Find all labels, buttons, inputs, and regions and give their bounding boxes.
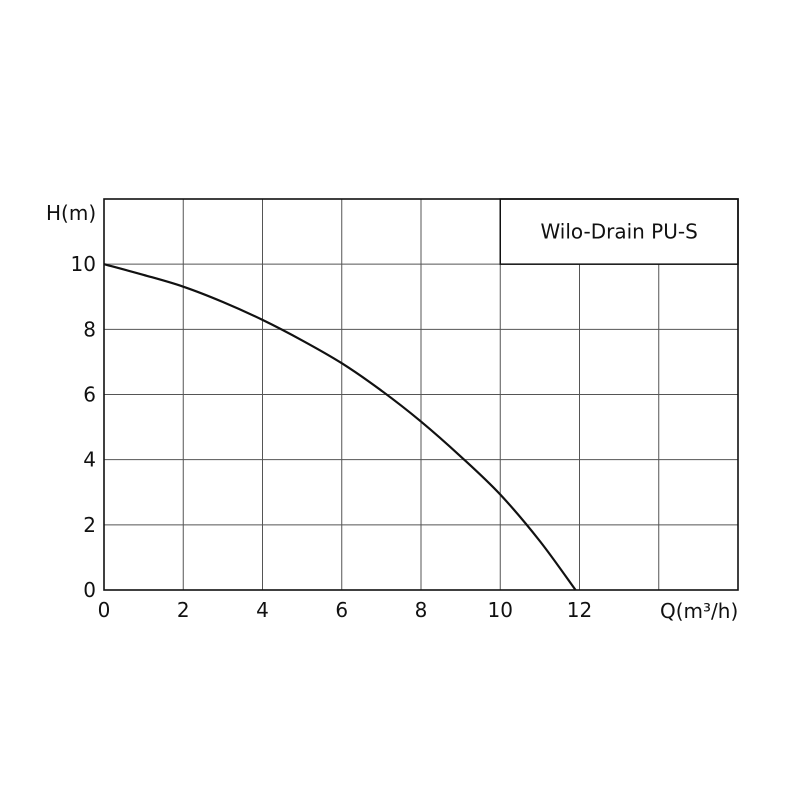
title-box: Wilo-Drain PU-S: [499, 198, 739, 265]
chart-title: Wilo-Drain PU-S: [540, 220, 697, 244]
x-tick-label: 10: [488, 598, 513, 622]
y-tick-label: 8: [83, 317, 96, 341]
x-tick-label: 6: [335, 598, 348, 622]
y-tick-label: 10: [71, 252, 96, 276]
y-tick-label: 6: [83, 383, 96, 407]
x-tick-label: 0: [98, 598, 111, 622]
x-tick-label: 12: [567, 598, 592, 622]
x-axis-label: Q(m³/h): [660, 599, 738, 623]
tick-labels: 0 2 4 6 8 10 12 0 2 4 6 8 10: [71, 252, 593, 622]
x-tick-label: 4: [256, 598, 269, 622]
plot-frame: [103, 198, 739, 591]
plot-border: [103, 198, 739, 591]
y-axis-label: H(m): [46, 201, 96, 225]
x-tick-label: 8: [415, 598, 428, 622]
x-tick-label: 2: [177, 598, 190, 622]
y-tick-label: 2: [83, 513, 96, 537]
series-curve: [103, 263, 577, 591]
y-tick-label: 0: [83, 578, 96, 602]
y-tick-label: 4: [83, 448, 96, 472]
